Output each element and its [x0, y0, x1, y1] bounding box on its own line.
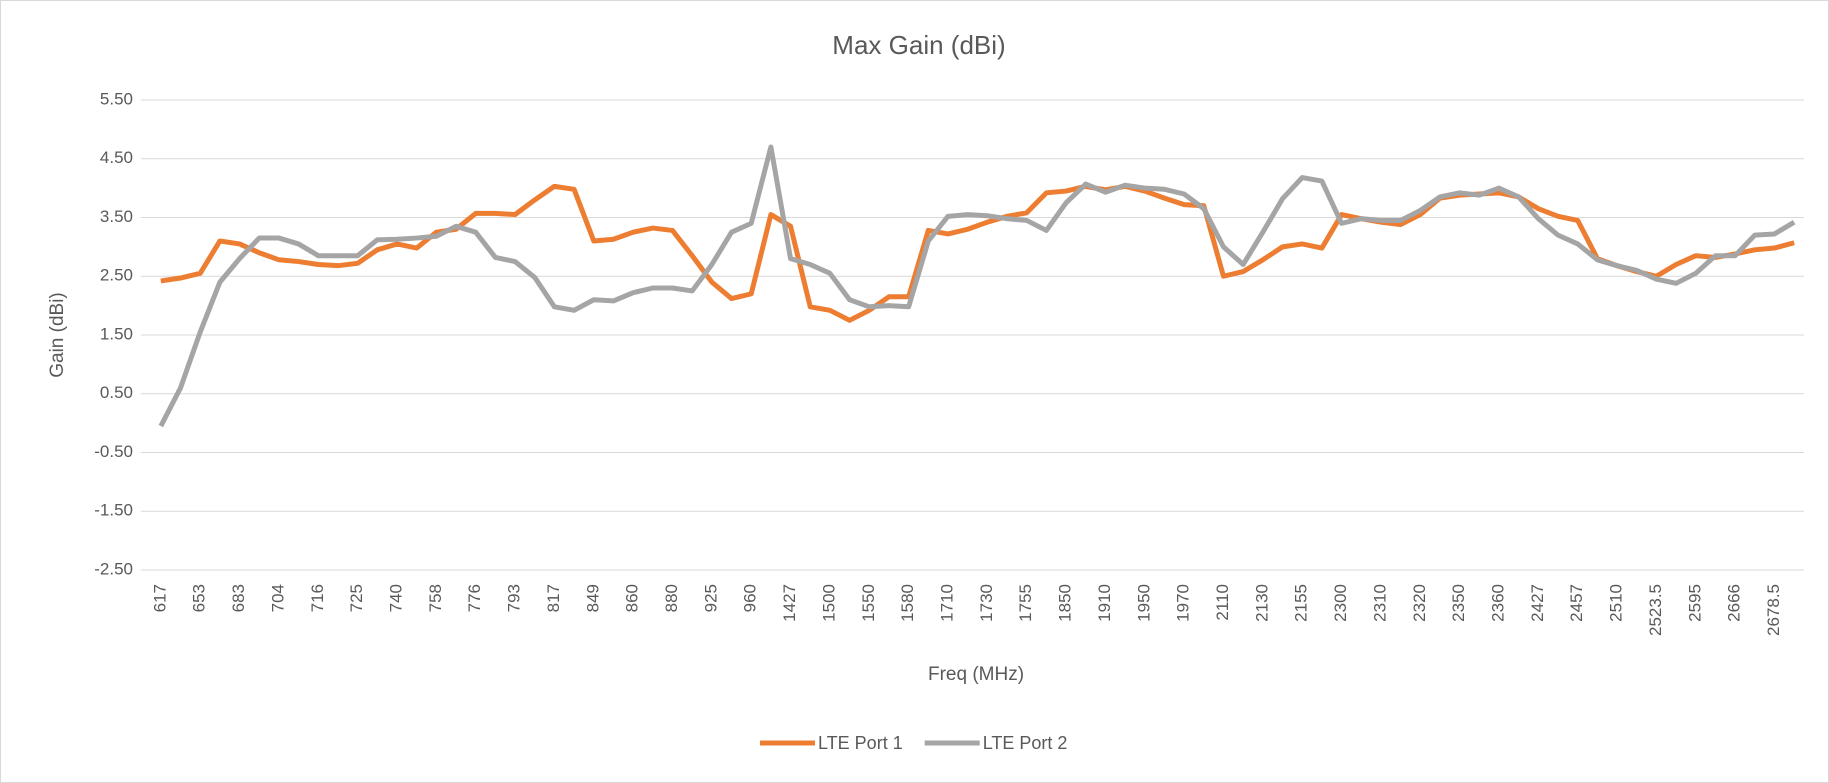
legend-label: LTE Port 2 [983, 733, 1068, 753]
x-tick-label: 1550 [859, 584, 878, 622]
x-tick-label: 1850 [1056, 584, 1075, 622]
x-tick-label: 2595 [1685, 584, 1704, 622]
chart-title: Max Gain (dBi) [832, 30, 1005, 60]
x-tick-label: 817 [544, 584, 563, 612]
x-tick-label: 2523.5 [1646, 584, 1665, 636]
y-tick-label: 3.50 [100, 207, 133, 226]
x-tick-label: 2320 [1410, 584, 1429, 622]
y-tick-label: 5.50 [100, 89, 133, 108]
x-tick-label: 1730 [977, 584, 996, 622]
legend-label: LTE Port 1 [818, 733, 903, 753]
x-tick-label: 2155 [1292, 584, 1311, 622]
x-tick-label: 776 [465, 584, 484, 612]
x-tick-label: 2110 [1213, 584, 1232, 621]
x-tick-label: 725 [347, 584, 366, 612]
y-tick-label: -1.50 [94, 501, 133, 520]
y-tick-label: 1.50 [100, 324, 133, 343]
x-tick-label: 849 [583, 584, 602, 612]
y-tick-label: 2.50 [100, 266, 133, 285]
series-line [158, 144, 1796, 428]
x-tick-label: 2427 [1528, 584, 1547, 622]
y-tick-label: 0.50 [100, 383, 133, 402]
x-tick-label: 2360 [1488, 584, 1507, 622]
x-tick-label: 653 [190, 584, 209, 612]
x-tick-label: 2310 [1370, 584, 1389, 622]
y-tick-label: -0.50 [94, 442, 133, 461]
x-tick-label: 1427 [780, 584, 799, 622]
x-tick-label: 925 [701, 584, 720, 612]
x-tick-label: 880 [662, 584, 681, 612]
x-tick-label: 1580 [898, 584, 917, 622]
x-tick-label: 960 [741, 584, 760, 612]
x-tick-label: 2510 [1607, 584, 1626, 622]
y-tick-label: 4.50 [100, 148, 133, 167]
x-tick-label: 1950 [1134, 584, 1153, 622]
x-tick-label: 1910 [1095, 584, 1114, 622]
x-tick-label: 704 [268, 584, 287, 612]
x-tick-label: 2130 [1252, 584, 1271, 622]
x-tick-label: 1710 [937, 584, 956, 622]
x-tick-label: 683 [229, 584, 248, 612]
x-tick-label: 793 [505, 584, 524, 612]
x-tick-label: 1755 [1016, 584, 1035, 622]
y-tick-label: -2.50 [94, 559, 133, 578]
x-tick-label: 2300 [1331, 584, 1350, 622]
x-tick-label: 2457 [1567, 584, 1586, 622]
x-tick-label: 758 [426, 584, 445, 612]
x-tick-label: 740 [386, 584, 405, 612]
x-tick-label: 2678.5 [1764, 584, 1783, 636]
x-axis-title: Freq (MHz) [928, 664, 1024, 685]
x-tick-label: 1500 [819, 584, 838, 622]
x-tick-label: 617 [150, 584, 169, 612]
x-tick-label: 860 [623, 584, 642, 612]
x-tick-label: 2666 [1725, 584, 1744, 622]
x-tick-label: 716 [308, 584, 327, 612]
y-axis-title: Gain (dBi) [47, 292, 68, 378]
x-tick-label: 2350 [1449, 584, 1468, 622]
x-tick-label: 1970 [1174, 584, 1193, 622]
